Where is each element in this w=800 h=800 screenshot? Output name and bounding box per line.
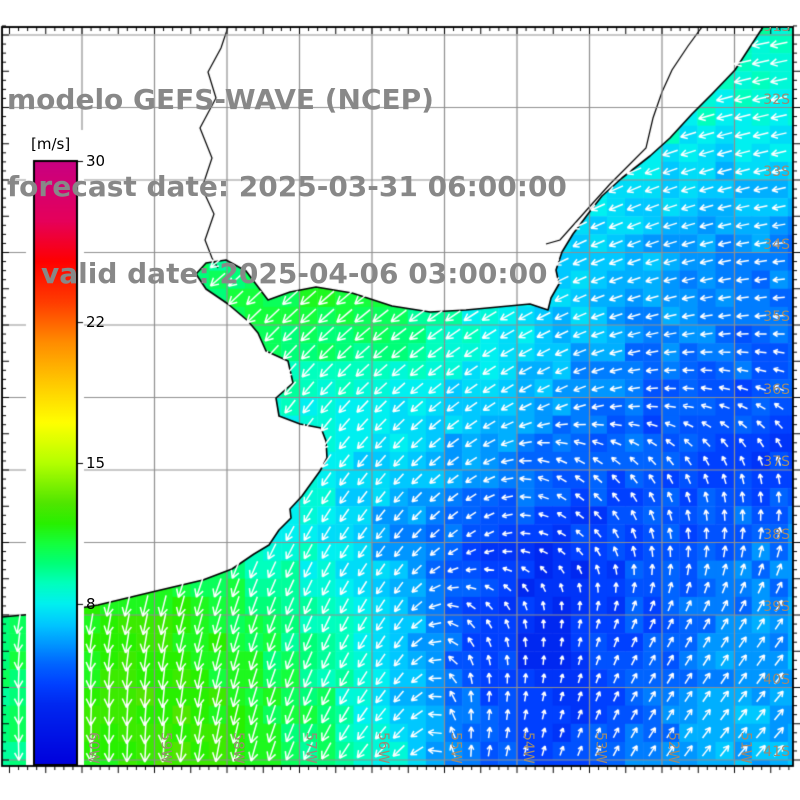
- forecast-date-line: forecast date: 2025-03-31 06:00:00: [7, 170, 567, 203]
- colorbar-tick-label: 8: [86, 594, 96, 613]
- model-title: modelo GEFS-WAVE (NCEP): [7, 83, 434, 116]
- colorbar-tick-label: 15: [86, 454, 106, 472]
- title-block: modelo GEFS-WAVE (NCEP) forecast date: 2…: [7, 27, 567, 346]
- valid-date-line: valid date: 2025-04-06 03:00:00: [41, 257, 548, 290]
- colorbar-unit-label: [m/s]: [31, 135, 71, 153]
- colorbar-tick-label: 22: [86, 313, 106, 332]
- colorbar-tick-label: 30: [86, 152, 106, 170]
